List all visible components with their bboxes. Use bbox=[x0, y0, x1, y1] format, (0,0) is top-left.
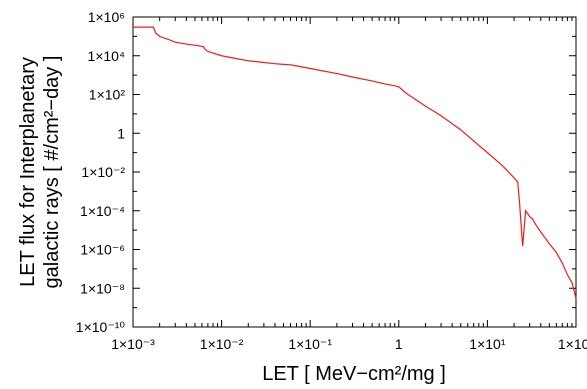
x-tick-label: 1×10¹ bbox=[469, 336, 506, 352]
x-tick-labels: 1×10⁻³ 1×10⁻² 1×10⁻¹ 1 1×10¹ 1×10² bbox=[111, 336, 587, 352]
y-tick-label: 1×10² bbox=[89, 87, 126, 103]
y-tick-label: 1×10⁻² bbox=[81, 164, 125, 180]
y-axis-title-line2: galactic rays [ #/cm²−day ] bbox=[41, 56, 63, 289]
series-line bbox=[133, 26, 577, 299]
y-tick-label: 1×10⁻⁴ bbox=[80, 203, 125, 219]
x-tick-label: 1×10⁻¹ bbox=[288, 336, 332, 352]
x-tick-label: 1 bbox=[395, 336, 403, 352]
y-tick-label: 1×10⁻⁸ bbox=[80, 280, 125, 296]
y-tick-label: 1×10⁴ bbox=[87, 48, 125, 64]
x-tick-label: 1×10² bbox=[558, 336, 587, 352]
x-tick-label: 1×10⁻³ bbox=[111, 336, 155, 352]
x-axis-title: LET [ MeV−cm²/mg ] bbox=[262, 363, 446, 385]
y-tick-labels: 1×10⁶ 1×10⁴ 1×10² 1 1×10⁻² 1×10⁻⁴ 1×10⁻⁶ 1×10⁻⁸… bbox=[76, 9, 126, 335]
plot-frame bbox=[132, 16, 577, 328]
axis-ticks bbox=[132, 16, 577, 328]
y-tick-label: 1×10⁶ bbox=[88, 9, 125, 25]
y-axis-title-line1: LET flux for Interplanetary bbox=[17, 57, 39, 287]
y-tick-label: 1 bbox=[117, 125, 125, 141]
y-tick-label: 1×10⁻¹⁰ bbox=[76, 319, 126, 335]
y-tick-label: 1×10⁻⁶ bbox=[80, 242, 125, 258]
x-tick-label: 1×10⁻² bbox=[200, 336, 244, 352]
